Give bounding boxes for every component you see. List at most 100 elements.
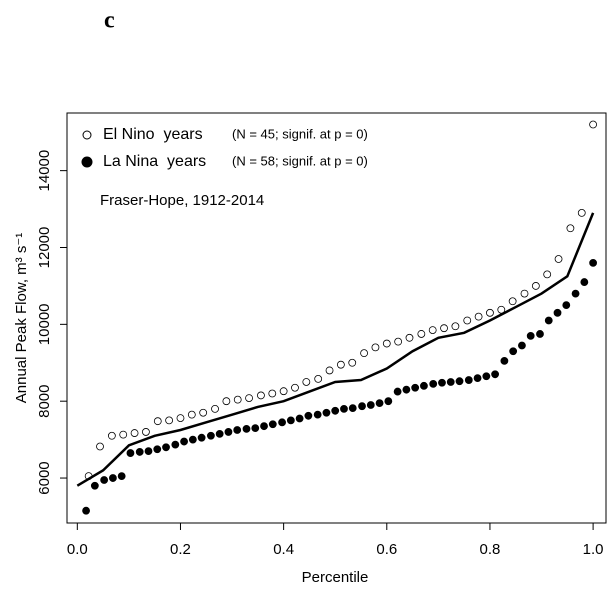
y-tick-label: 6000	[36, 461, 53, 494]
x-tick-label: 0.2	[170, 541, 191, 558]
point	[314, 375, 323, 383]
point	[405, 333, 414, 342]
point	[144, 447, 153, 456]
point	[211, 404, 219, 413]
panel-label: c	[104, 8, 115, 34]
point	[589, 258, 598, 267]
point	[438, 378, 446, 387]
point	[126, 449, 135, 457]
point	[562, 301, 571, 310]
point	[96, 442, 104, 451]
point	[188, 435, 197, 444]
point	[464, 376, 473, 384]
point	[302, 378, 311, 386]
point	[571, 289, 580, 298]
point	[348, 358, 357, 367]
point	[260, 422, 268, 431]
point	[171, 440, 180, 449]
x-axis-label: Percentile	[302, 569, 369, 586]
point	[366, 401, 375, 409]
point	[233, 426, 242, 434]
point	[325, 366, 334, 375]
y-axis-label: Annual Peak Flow, m³ s⁻¹	[13, 233, 30, 403]
point	[509, 347, 518, 356]
legend-label: La Nina years	[103, 153, 206, 170]
point	[109, 474, 117, 482]
legend-marker	[81, 156, 93, 168]
point	[142, 428, 150, 436]
point	[90, 481, 99, 490]
point	[543, 270, 552, 279]
point	[82, 506, 90, 515]
point	[417, 330, 426, 338]
legend-note: (N = 45; signif. at p = 0)	[232, 126, 368, 141]
expected-line	[76, 212, 595, 487]
point	[279, 387, 288, 396]
point	[197, 433, 206, 442]
point	[245, 394, 253, 403]
point	[322, 408, 331, 417]
point	[100, 476, 109, 484]
point	[117, 472, 126, 481]
point	[384, 397, 393, 406]
point	[500, 356, 509, 365]
point	[187, 410, 196, 419]
point	[286, 416, 295, 425]
point	[242, 424, 251, 433]
point	[491, 370, 500, 379]
x-tick-label: 0.0	[67, 541, 88, 558]
point	[215, 429, 224, 438]
point	[360, 349, 368, 358]
point	[455, 377, 464, 386]
point	[257, 391, 265, 400]
legend-note: (N = 58; signif. at p = 0)	[232, 153, 368, 168]
point	[375, 399, 384, 408]
point	[526, 331, 535, 340]
point	[251, 424, 260, 432]
point	[531, 282, 540, 290]
y-tick-label: 14000	[36, 150, 53, 192]
y-tick-label: 12000	[36, 227, 53, 269]
point	[304, 411, 313, 420]
point	[313, 410, 322, 419]
point	[371, 343, 380, 352]
point	[130, 429, 139, 437]
point	[473, 374, 482, 383]
x-tick-label: 1.0	[583, 541, 604, 558]
point	[393, 387, 402, 396]
point	[497, 305, 506, 314]
point	[382, 339, 391, 348]
point	[176, 414, 185, 422]
legend-marker	[82, 130, 92, 140]
annotation: Fraser-Hope, 1912-2014	[100, 192, 264, 209]
y-tick-label: 10000	[36, 303, 53, 345]
x-tick-label: 0.6	[376, 541, 397, 558]
point	[180, 437, 188, 446]
point	[577, 209, 586, 217]
point	[268, 389, 277, 398]
point	[536, 330, 544, 338]
point	[544, 316, 553, 325]
point	[428, 326, 437, 335]
point	[278, 418, 286, 427]
point	[199, 408, 208, 417]
point	[153, 417, 162, 426]
point	[331, 406, 340, 415]
point	[411, 383, 420, 392]
point	[84, 472, 93, 481]
point	[451, 322, 460, 331]
point	[580, 278, 589, 286]
point	[224, 428, 233, 436]
point	[295, 414, 304, 423]
point	[340, 404, 348, 413]
legend-label: El Nino years	[103, 126, 203, 143]
plot-frame	[66, 112, 607, 524]
point	[233, 395, 242, 404]
point	[153, 445, 162, 454]
point	[135, 448, 144, 456]
x-tick-label: 0.8	[480, 541, 501, 558]
point	[482, 372, 491, 381]
point	[222, 397, 231, 406]
point	[518, 341, 526, 350]
point	[508, 297, 517, 306]
